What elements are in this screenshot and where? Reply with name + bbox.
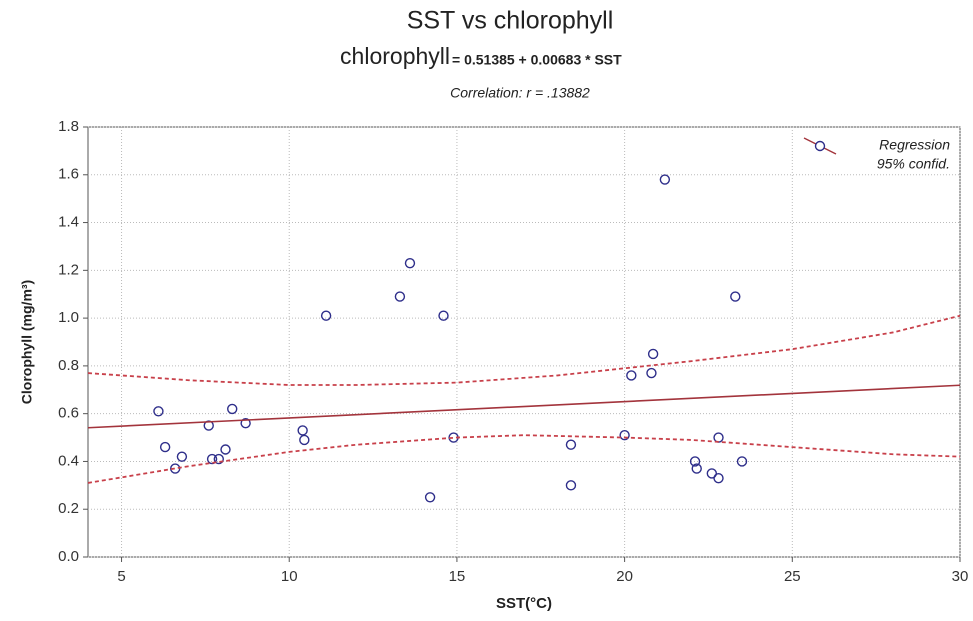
data-point: [227, 403, 238, 415]
x-tick-label: 15: [449, 568, 466, 585]
data-point: [206, 453, 218, 465]
y-tick-label: 1.0: [58, 309, 79, 326]
data-point: [220, 444, 231, 455]
y-tick-label: 0.6: [58, 405, 79, 422]
y-tick-label: 0.4: [58, 452, 79, 469]
y-tick-label: 1.4: [58, 214, 79, 231]
annotation: Correlation: r = .13882: [450, 85, 590, 101]
data-point: [619, 429, 630, 441]
legend-swatch: [814, 140, 826, 152]
y-tick-label: 0.8: [58, 357, 79, 374]
legend-label: 95% confid.: [877, 156, 950, 172]
y-tick-label: 0.0: [58, 548, 79, 565]
data-point: [176, 451, 188, 462]
chart-title: SST vs chlorophyll: [407, 7, 614, 35]
data-point: [647, 348, 659, 360]
data-point: [626, 370, 637, 381]
data-point: [689, 456, 701, 467]
confidence-band: [87, 314, 961, 386]
confidence-band: [87, 434, 961, 484]
y-tick-label: 1.8: [58, 118, 79, 135]
y-tick-label: 0.2: [58, 500, 79, 517]
chart-subtitle: chlorophyll: [340, 43, 450, 69]
y-axis-label: Clorophyll (mg/m³): [19, 280, 35, 404]
x-tick-label: 10: [281, 568, 298, 585]
x-tick-label: 25: [784, 568, 801, 585]
data-point: [565, 480, 577, 491]
data-point: [213, 453, 225, 465]
legend-label: Regression: [879, 137, 950, 153]
chart-subtitle: = 0.51385 + 0.00683 * SST: [452, 52, 622, 68]
x-tick-label: 20: [616, 568, 633, 585]
data-point: [424, 492, 436, 503]
data-point: [691, 463, 702, 474]
data-point: [394, 291, 406, 302]
data-point: [299, 434, 310, 446]
x-axis-label: SST(°C): [496, 595, 552, 612]
plot-area: [87, 126, 961, 558]
data-point: [320, 310, 332, 321]
regression-line: [87, 384, 961, 429]
data-point: [297, 425, 308, 436]
y-tick-label: 1.6: [58, 166, 79, 183]
x-tick-label: 5: [117, 568, 125, 585]
data-point: [730, 291, 741, 302]
data-point: [706, 468, 718, 479]
data-point: [153, 406, 164, 417]
data-point: [659, 174, 671, 185]
data-point: [646, 367, 657, 379]
data-point: [438, 310, 449, 321]
data-point: [159, 441, 171, 453]
data-point: [240, 418, 251, 429]
data-point: [736, 456, 748, 467]
data-point: [565, 439, 577, 450]
data-point: [713, 472, 724, 484]
data-point: [404, 257, 416, 269]
x-tick-label: 30: [952, 568, 969, 585]
y-tick-label: 1.2: [58, 261, 79, 278]
